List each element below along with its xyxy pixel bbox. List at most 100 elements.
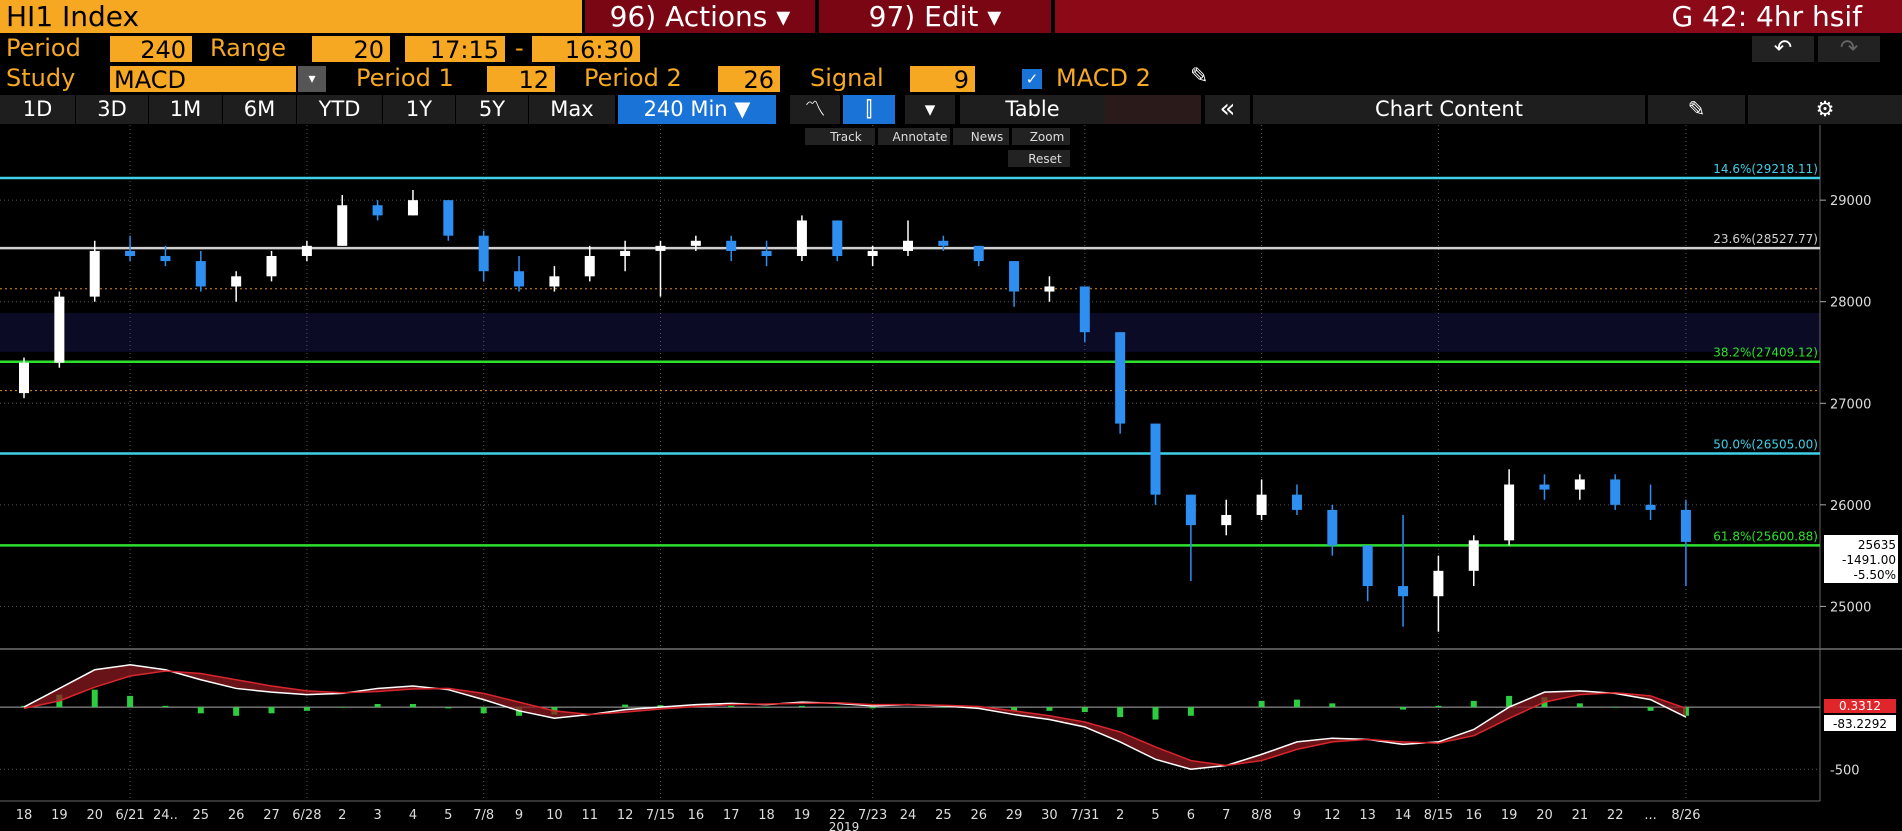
tool-label: Annotate [893, 130, 948, 144]
x-tick-label: 17 [723, 808, 740, 823]
chart-content-button[interactable]: Chart Content [1253, 95, 1645, 124]
histogram-bar [162, 705, 169, 708]
settings-icon[interactable]: ⚙ [1748, 95, 1902, 124]
y-tick-label: 27000 [1830, 397, 1871, 412]
tool-button[interactable] [878, 128, 950, 145]
edit-icon[interactable]: ✎ [1648, 95, 1745, 124]
x-tick-label: ... [1644, 808, 1656, 823]
x-tick-label: 21 [1572, 808, 1589, 823]
candle-body [1362, 545, 1373, 587]
histogram-bar [763, 707, 770, 708]
x-tick-label: 19 [1501, 808, 1518, 823]
x-tick-label: 7 [1222, 808, 1230, 823]
histogram-bar [1258, 700, 1265, 708]
candle-icon[interactable]: ⫿ [843, 95, 895, 124]
histogram-bar [339, 707, 346, 708]
label: Period 1 [356, 64, 454, 92]
label: Period [6, 34, 81, 62]
candle-body [1574, 479, 1585, 490]
y-tick-label: 29000 [1830, 194, 1871, 209]
x-tick-label: 20 [1536, 808, 1553, 823]
x-tick-label: 14 [1395, 808, 1412, 823]
range-button[interactable]: 5Y [456, 95, 528, 124]
range-button[interactable]: 1D [0, 95, 75, 124]
x-tick-label: 3 [373, 808, 381, 823]
range-button[interactable]: 1M [149, 95, 222, 124]
field[interactable]: 26 [718, 66, 780, 94]
field[interactable]: 240 [110, 36, 192, 64]
label: Range [210, 34, 287, 62]
range-button[interactable]: YTD [297, 95, 382, 124]
x-tick-label: 7/8 [473, 808, 494, 823]
candle-body [1680, 509, 1691, 542]
range-button[interactable]: 6M [223, 95, 296, 124]
field[interactable]: 12 [487, 66, 555, 94]
histogram-bar [374, 703, 381, 708]
x-tick-label: 8/8 [1251, 808, 1272, 823]
tool-label: Track [829, 130, 861, 144]
x-tick-label: 5 [444, 808, 452, 823]
undo[interactable]: ↶ [1752, 36, 1814, 62]
y-tick-label: 25000 [1830, 600, 1871, 615]
x-tick-label: 8/26 [1671, 808, 1700, 823]
edit-menu[interactable]: 97) Edit ▾ [819, 0, 1051, 33]
candle-body [903, 240, 913, 251]
histogram-bar [1506, 695, 1513, 708]
redo[interactable]: ↷ [1818, 36, 1880, 62]
x-tick-label: 25 [935, 808, 952, 823]
collapse-button[interactable]: « [1205, 95, 1250, 124]
actions-menu[interactable]: 96) Actions ▾ [585, 0, 815, 33]
x-tick-label: 9 [1293, 808, 1301, 823]
field[interactable]: 20 [312, 36, 390, 64]
background [0, 125, 1820, 831]
dropdown[interactable]: ▾ [905, 95, 955, 124]
histogram-bar [303, 707, 310, 711]
field[interactable]: MACD [110, 66, 296, 94]
x-tick-label: 12 [1324, 808, 1341, 823]
x-tick-label: 10 [546, 808, 563, 823]
interval-button[interactable]: 240 Min ▼ [618, 95, 776, 124]
range-button[interactable]: 1Y [383, 95, 455, 124]
candle-body [231, 276, 242, 287]
field[interactable]: 16:30 [532, 36, 640, 64]
candle-body [54, 296, 65, 363]
candle-body [19, 362, 29, 394]
candle-body [1044, 286, 1055, 292]
range-button[interactable]: 3D [76, 95, 148, 124]
x-tick-label: 16 [1465, 808, 1482, 823]
x-tick-label: 7/15 [646, 808, 675, 823]
candle-body [1221, 514, 1232, 526]
x-tick-label: 9 [515, 808, 523, 823]
pen-icon[interactable]: ✎ [1190, 64, 1209, 89]
page-title: G 42: 4hr hsif [1055, 0, 1902, 33]
tool-button[interactable] [1008, 150, 1070, 167]
fib-label: 50.0%(26505.00) [1713, 438, 1818, 452]
histogram-bar [657, 705, 664, 708]
histogram-bar [1435, 705, 1442, 708]
x-tick-label: 24 [900, 808, 917, 823]
histogram-bar [409, 703, 416, 708]
security: HI1 Index [0, 0, 582, 33]
candle-body [1610, 479, 1621, 505]
x-tick-label: 13 [1359, 808, 1376, 823]
field[interactable]: 17:15 [405, 36, 505, 64]
histogram-bar [1117, 707, 1124, 718]
candle-body [1468, 540, 1479, 571]
range-button[interactable]: Max [529, 95, 615, 124]
dropdown[interactable]: ▾ [298, 66, 326, 92]
table-button[interactable]: Table [960, 95, 1105, 124]
x-tick-label: 22 [829, 808, 846, 823]
field[interactable]: 9 [910, 66, 975, 94]
tool-button[interactable] [1012, 128, 1070, 145]
x-tick-label: 27 [263, 808, 280, 823]
candle-body [1504, 484, 1515, 541]
checkbox[interactable]: ✓ [1022, 69, 1042, 89]
line-icon[interactable]: 〽 [790, 95, 840, 124]
candle-body [1009, 261, 1020, 292]
last-label: -1491.00 [1842, 553, 1896, 567]
tool-button[interactable] [953, 128, 1009, 145]
tool-button[interactable] [805, 128, 875, 145]
candle-body [1539, 484, 1550, 490]
candle-body [584, 256, 595, 277]
